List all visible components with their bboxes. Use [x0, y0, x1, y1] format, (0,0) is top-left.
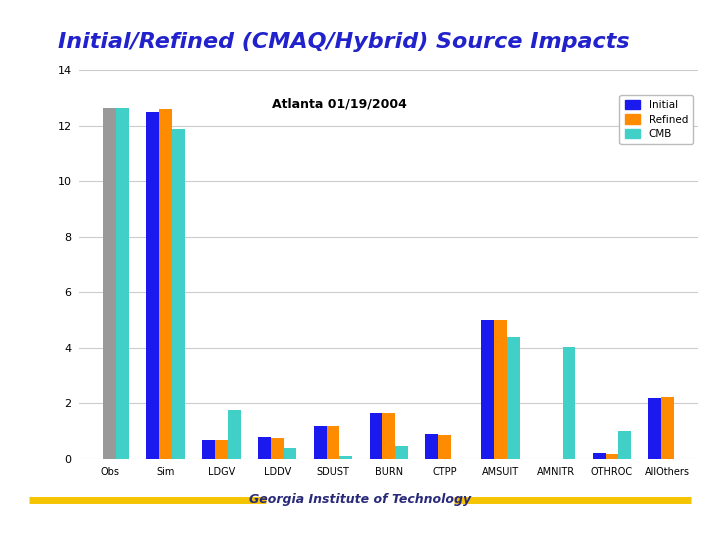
Bar	[215, 440, 228, 459]
Bar	[606, 454, 618, 459]
Bar	[661, 396, 674, 459]
Bar	[507, 337, 520, 459]
Bar	[327, 426, 339, 459]
Bar	[104, 107, 117, 459]
Bar	[382, 413, 395, 459]
Text: Georgia Institute of Technology: Georgia Institute of Technology	[249, 493, 471, 506]
Bar	[494, 320, 507, 459]
Bar	[395, 446, 408, 459]
Bar	[117, 107, 129, 459]
Legend: Initial, Refined, CMB: Initial, Refined, CMB	[619, 95, 693, 144]
Bar	[481, 320, 494, 459]
Text: Atlanta 01/19/2004: Atlanta 01/19/2004	[272, 97, 407, 110]
Bar	[228, 410, 240, 459]
Bar	[159, 109, 172, 459]
Bar	[284, 448, 297, 459]
Bar	[438, 435, 451, 459]
Bar	[271, 438, 284, 459]
Bar	[649, 398, 661, 459]
Bar	[339, 456, 352, 459]
Bar	[426, 434, 438, 459]
Bar	[314, 426, 327, 459]
Bar	[202, 440, 215, 459]
Bar	[369, 413, 382, 459]
Bar	[593, 453, 606, 459]
Bar	[172, 129, 185, 459]
Bar	[258, 437, 271, 459]
Text: Initial/Refined (CMAQ/Hybrid) Source Impacts: Initial/Refined (CMAQ/Hybrid) Source Imp…	[58, 32, 629, 52]
Bar	[562, 347, 575, 459]
Bar	[146, 112, 159, 459]
Bar	[618, 431, 631, 459]
